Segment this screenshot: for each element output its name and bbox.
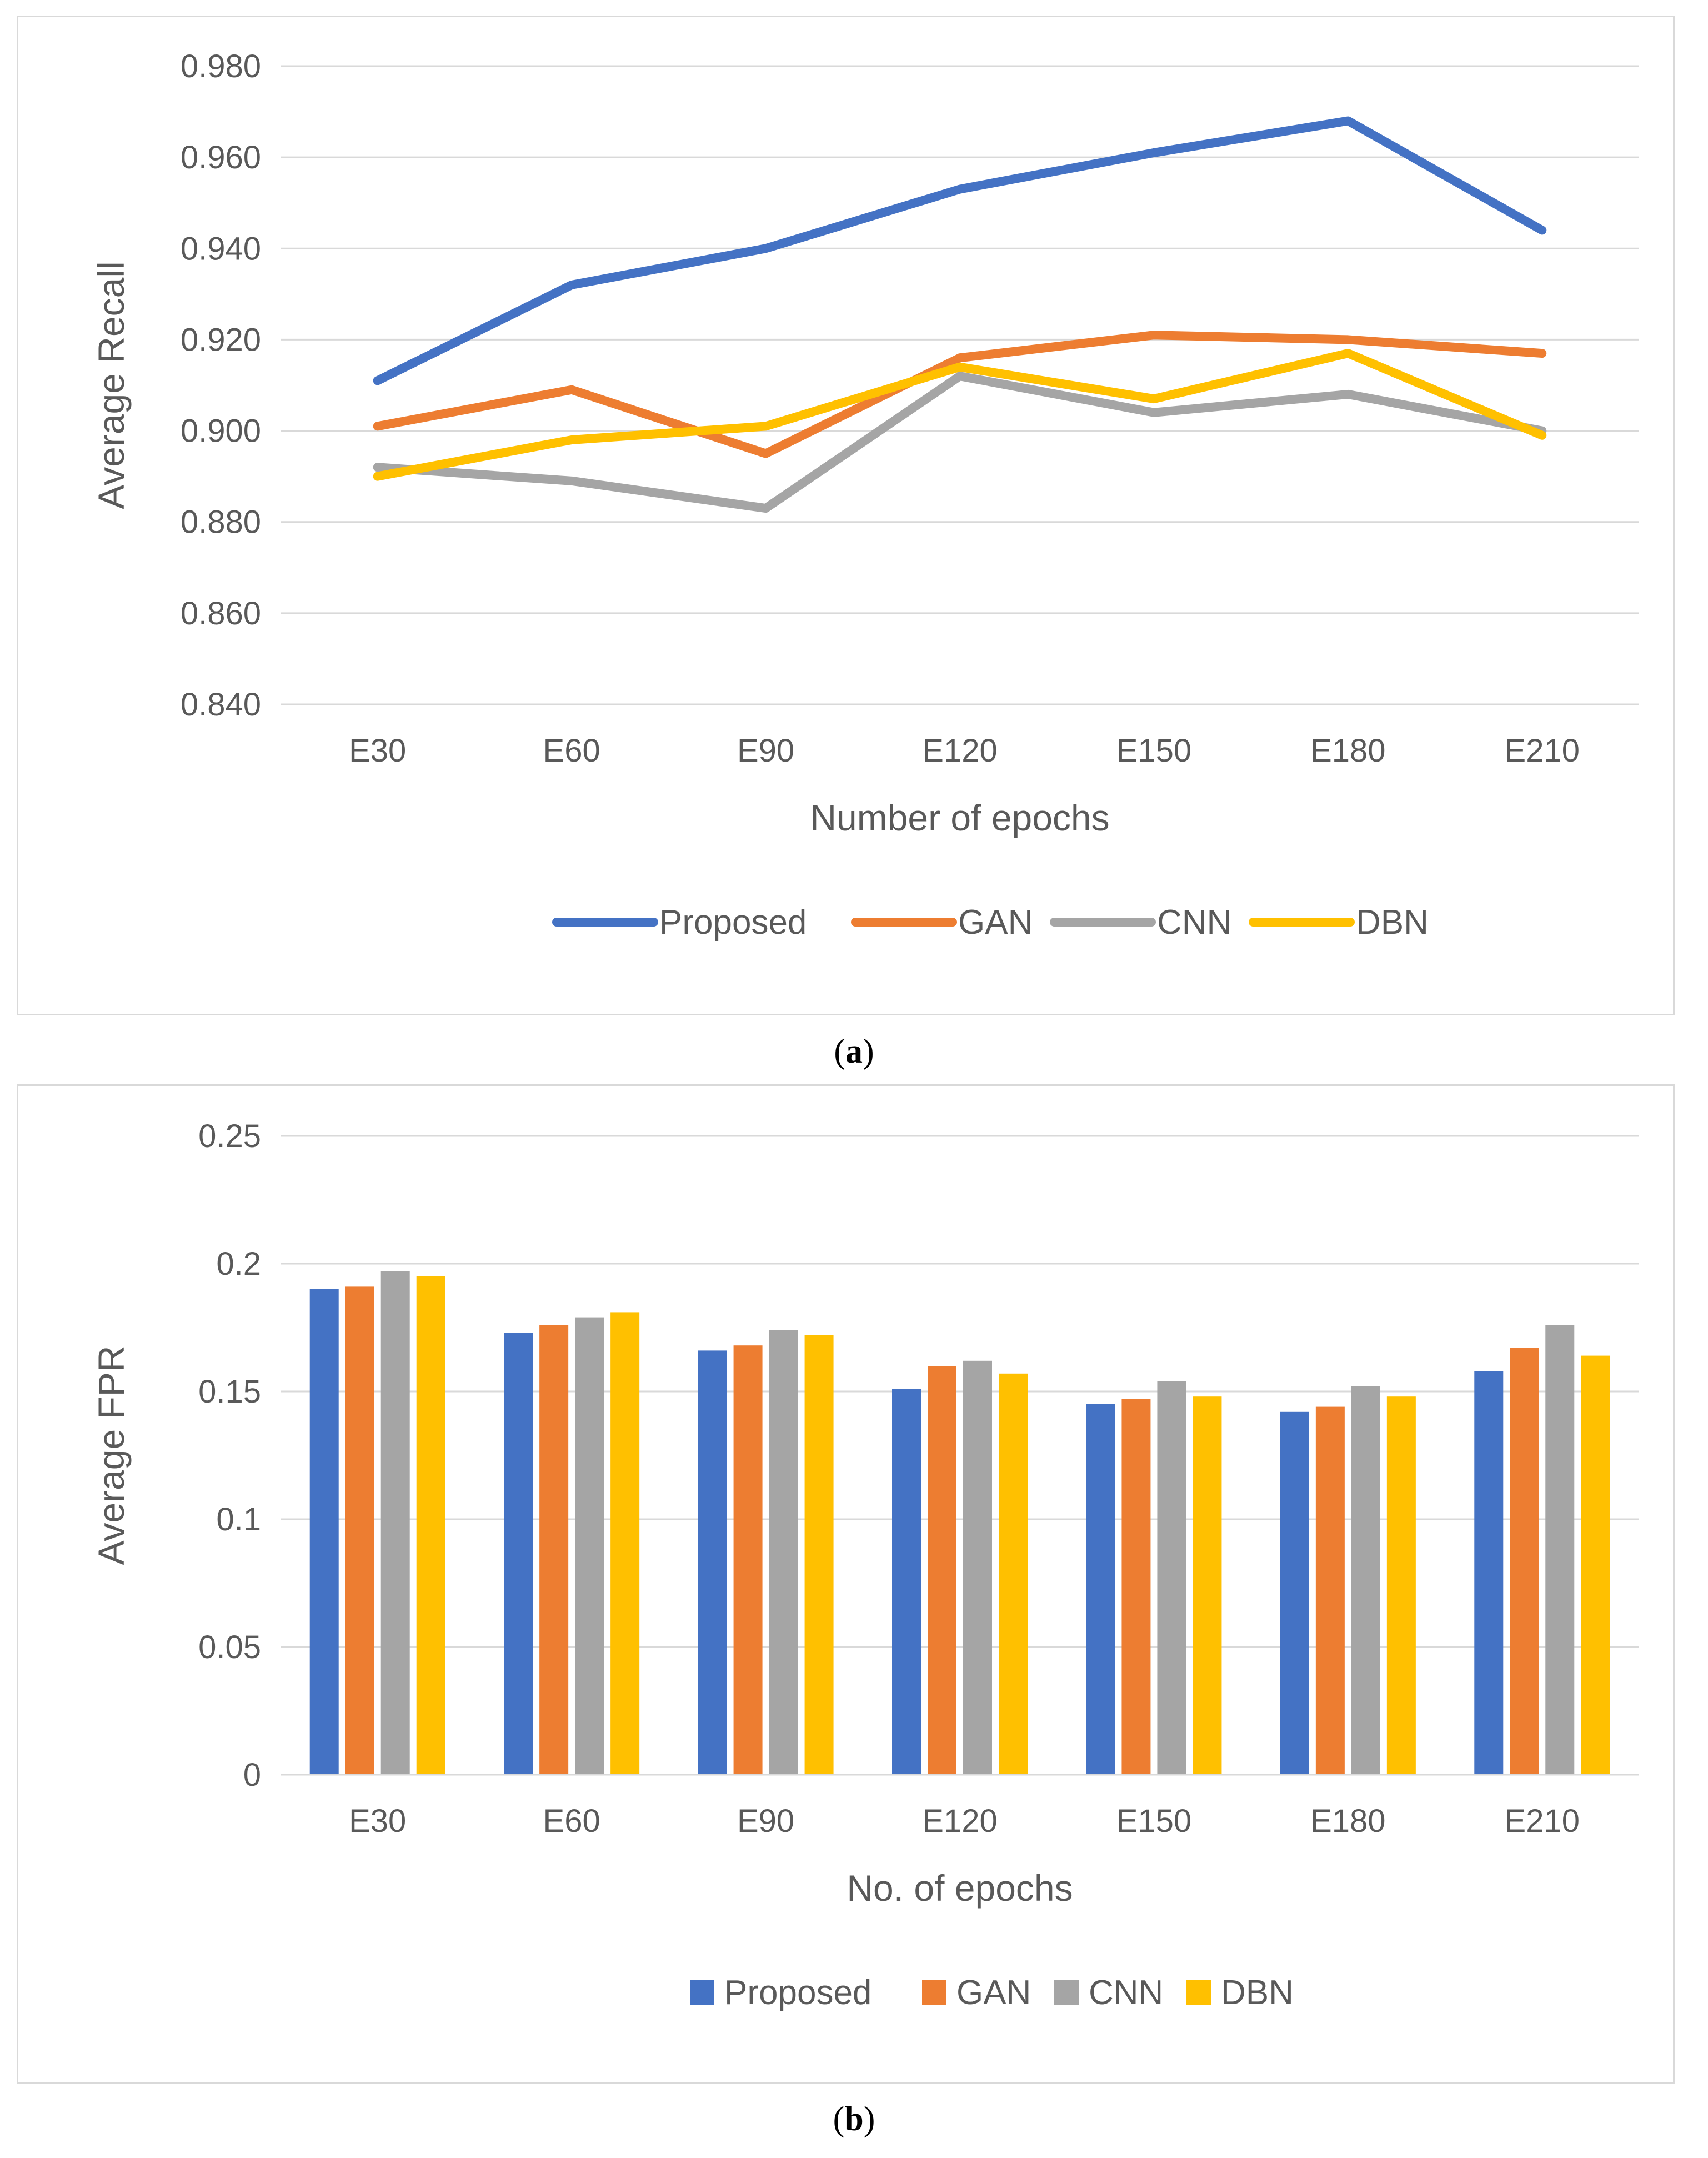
x-tick-label: E30 [349, 733, 406, 769]
bar-cnn-e210 [1545, 1325, 1575, 1775]
x-tick-label: E120 [922, 733, 997, 769]
bar-dbn-e180 [1386, 1396, 1416, 1775]
y-axis-title: Average FPR [91, 1346, 132, 1565]
x-tick-label: E30 [349, 1803, 406, 1839]
x-tick-label: E150 [1116, 733, 1191, 769]
y-axis-title: Average Recall [91, 261, 132, 509]
bar-cnn-e120 [963, 1360, 992, 1775]
y-tick-label: 0.1 [216, 1501, 261, 1538]
x-tick-label: E210 [1505, 733, 1580, 769]
y-tick-label: 0 [243, 1757, 261, 1793]
bar-proposed-e150 [1086, 1404, 1115, 1775]
bar-dbn-e150 [1193, 1396, 1222, 1775]
bar-cnn-e30 [380, 1271, 410, 1775]
bar-proposed-e180 [1280, 1411, 1309, 1775]
bar-dbn-e210 [1581, 1355, 1610, 1775]
bar-gan-e210 [1510, 1348, 1539, 1775]
x-tick-label: E180 [1310, 733, 1385, 769]
bar-cnn-e180 [1351, 1386, 1380, 1775]
series-line-dbn [373, 349, 1547, 481]
legend-label-gan: GAN [956, 1974, 1031, 2012]
legend-label-cnn: CNN [1157, 903, 1231, 942]
x-tick-label: E150 [1116, 1803, 1191, 1839]
x-tick-label: E90 [737, 1803, 794, 1839]
legend-label-proposed: Proposed [659, 903, 807, 942]
x-tick-label: E120 [922, 1803, 997, 1839]
legend-label-dbn: DBN [1221, 1974, 1294, 2012]
recall-line-chart: 0.840 0.860 0.880 0.900 0.920 0.940 0.960 0.980… [91, 48, 1639, 942]
legend-label-gan: GAN [958, 903, 1033, 942]
bar-gan-e150 [1121, 1399, 1151, 1775]
caption-b: (b) [833, 2100, 875, 2138]
legend-swatch-gan [922, 1980, 946, 2005]
bar-gan-e60 [539, 1325, 569, 1775]
fpr-bar-chart: 0 0.05 0.1 0.15 0.2 0.25 E30 E60 E90 E120 E150 E180… [91, 1118, 1639, 2012]
bar-cnn-e60 [575, 1317, 604, 1775]
x-tick-label: E210 [1505, 1803, 1580, 1839]
y-tick-label: 0.25 [198, 1118, 261, 1154]
series-line-proposed [373, 116, 1547, 385]
bar-dbn-e30 [416, 1276, 445, 1775]
x-tick-label: E60 [543, 733, 600, 769]
bar-cnn-e150 [1157, 1381, 1186, 1775]
bar-cnn-e90 [769, 1330, 798, 1775]
y-tick-label: 0.980 [181, 48, 261, 84]
bar-dbn-e90 [804, 1335, 834, 1775]
bar-proposed-e30 [309, 1289, 339, 1775]
bar-dbn-e60 [610, 1312, 640, 1775]
recall-chart-panel: 0.840 0.860 0.880 0.900 0.920 0.940 0.960 0.980… [17, 16, 1675, 1015]
x-axis-title: Number of epochs [810, 797, 1109, 838]
bar-gan-e90 [733, 1345, 763, 1775]
y-tick-label: 0.860 [181, 595, 261, 632]
legend-swatch-cnn [1054, 1980, 1079, 2005]
bar-proposed-e120 [892, 1389, 921, 1775]
bar-proposed-e210 [1474, 1371, 1504, 1775]
legend-swatch-dbn [1186, 1980, 1211, 2005]
series-line-gan [373, 331, 1547, 458]
y-tick-label: 0.05 [198, 1629, 261, 1665]
y-tick-label: 0.880 [181, 504, 261, 540]
bar-proposed-e90 [698, 1350, 727, 1775]
bar-gan-e180 [1315, 1406, 1345, 1775]
x-tick-label: E60 [543, 1803, 600, 1839]
x-tick-label: E90 [737, 733, 794, 769]
series-line-cnn [373, 372, 1547, 513]
x-axis-title: No. of epochs [847, 1867, 1073, 1909]
legend-label-cnn: CNN [1089, 1974, 1163, 2012]
fpr-chart-panel: 0 0.05 0.1 0.15 0.2 0.25 E30 E60 E90 E120 E150 E180… [17, 1084, 1675, 2084]
legend-label-proposed: Proposed [724, 1974, 871, 2012]
caption-a: (a) [834, 1033, 874, 1070]
y-tick-label: 0.900 [181, 413, 261, 449]
legend-label-dbn: DBN [1356, 903, 1429, 942]
y-tick-label: 0.940 [181, 231, 261, 267]
y-tick-label: 0.840 [181, 687, 261, 723]
y-tick-label: 0.2 [216, 1246, 261, 1282]
x-tick-label: E180 [1310, 1803, 1385, 1839]
bar-gan-e30 [345, 1286, 374, 1775]
bar-proposed-e60 [504, 1333, 533, 1775]
y-tick-label: 0.920 [181, 322, 261, 358]
bar-gan-e120 [928, 1366, 956, 1775]
y-tick-label: 0.15 [198, 1374, 261, 1410]
legend-swatch-proposed [690, 1980, 714, 2005]
bar-dbn-e120 [999, 1373, 1028, 1775]
y-tick-label: 0.960 [181, 139, 261, 176]
